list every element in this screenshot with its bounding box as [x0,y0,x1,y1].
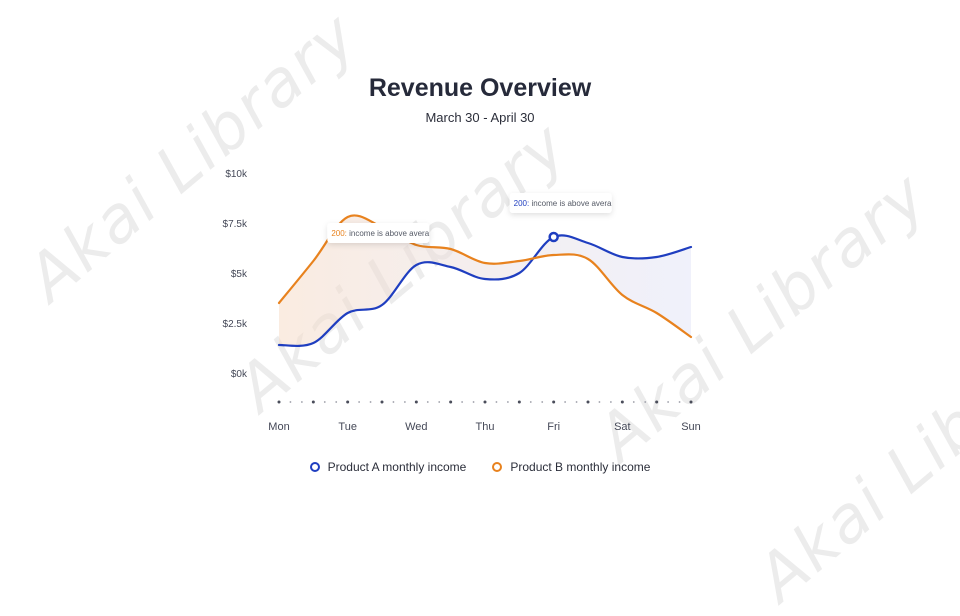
annotation-text: 200: income is above avera [514,199,612,208]
baseline-dot [404,401,406,403]
x-tick-label: Fri [547,421,560,433]
legend-marker-icon [310,462,320,472]
highlight-point [550,233,558,241]
y-tick-label: $0k [231,369,248,380]
baseline-dot [461,401,463,403]
legend-item-product-a[interactable]: Product A monthly income [310,460,467,474]
legend-label: Product B monthly income [510,460,650,474]
legend-label: Product A monthly income [328,460,467,474]
x-tick-label: Sun [681,421,701,433]
baseline-dot [415,401,418,404]
y-tick-label: $2.5k [223,319,248,330]
legend-item-product-b[interactable]: Product B monthly income [492,460,650,474]
baseline-dot [576,401,578,403]
legend-marker-icon [492,462,502,472]
x-tick-label: Tue [338,421,357,433]
baseline-dot [324,401,326,403]
x-tick-label: Wed [405,421,427,433]
baseline-dot [427,401,429,403]
x-tick-label: Thu [476,421,495,433]
baseline-dot [530,401,532,403]
y-tick-label: $7.5k [223,219,248,230]
baseline-dot [621,401,624,404]
baseline-dot [484,401,487,404]
x-tick-label: Mon [268,421,289,433]
baseline-dot [564,401,566,403]
baseline-dot [381,401,384,404]
baseline-dot [587,401,590,404]
annotation-text: 200: income is above avera [331,229,429,238]
baseline-dot [473,401,475,403]
baseline-dot [393,401,395,403]
y-tick-label: $5k [231,269,248,280]
chart-legend: Product A monthly income Product B month… [0,460,960,474]
baseline-dot [278,401,281,404]
baseline-dot [438,401,440,403]
baseline-dot [370,401,372,403]
baseline-dot [690,401,693,404]
line-chart: $0k $2.5k $5k $7.5k $10k Mon Tue Wed Thu Fri Sat Su… [0,0,960,540]
baseline-dot [312,401,315,404]
baseline-dot [679,401,681,403]
x-tick-label: Sat [614,421,631,433]
baseline-dot [496,401,498,403]
baseline-dot [633,401,635,403]
baseline-dot [449,401,452,404]
y-tick-label: $10k [225,169,248,180]
baseline-dot [507,401,509,403]
baseline-dot [541,401,543,403]
baseline-dot [610,401,612,403]
baseline-dot [290,401,292,403]
baseline-dot [552,401,555,404]
baseline-dot [655,401,658,404]
baseline-dot [644,401,646,403]
baseline-dot [346,401,349,404]
baseline-dot [518,401,521,404]
baseline-dot [335,401,337,403]
baseline-dot [667,401,669,403]
baseline-dot [301,401,303,403]
baseline-dot [358,401,360,403]
baseline-dot [599,401,601,403]
